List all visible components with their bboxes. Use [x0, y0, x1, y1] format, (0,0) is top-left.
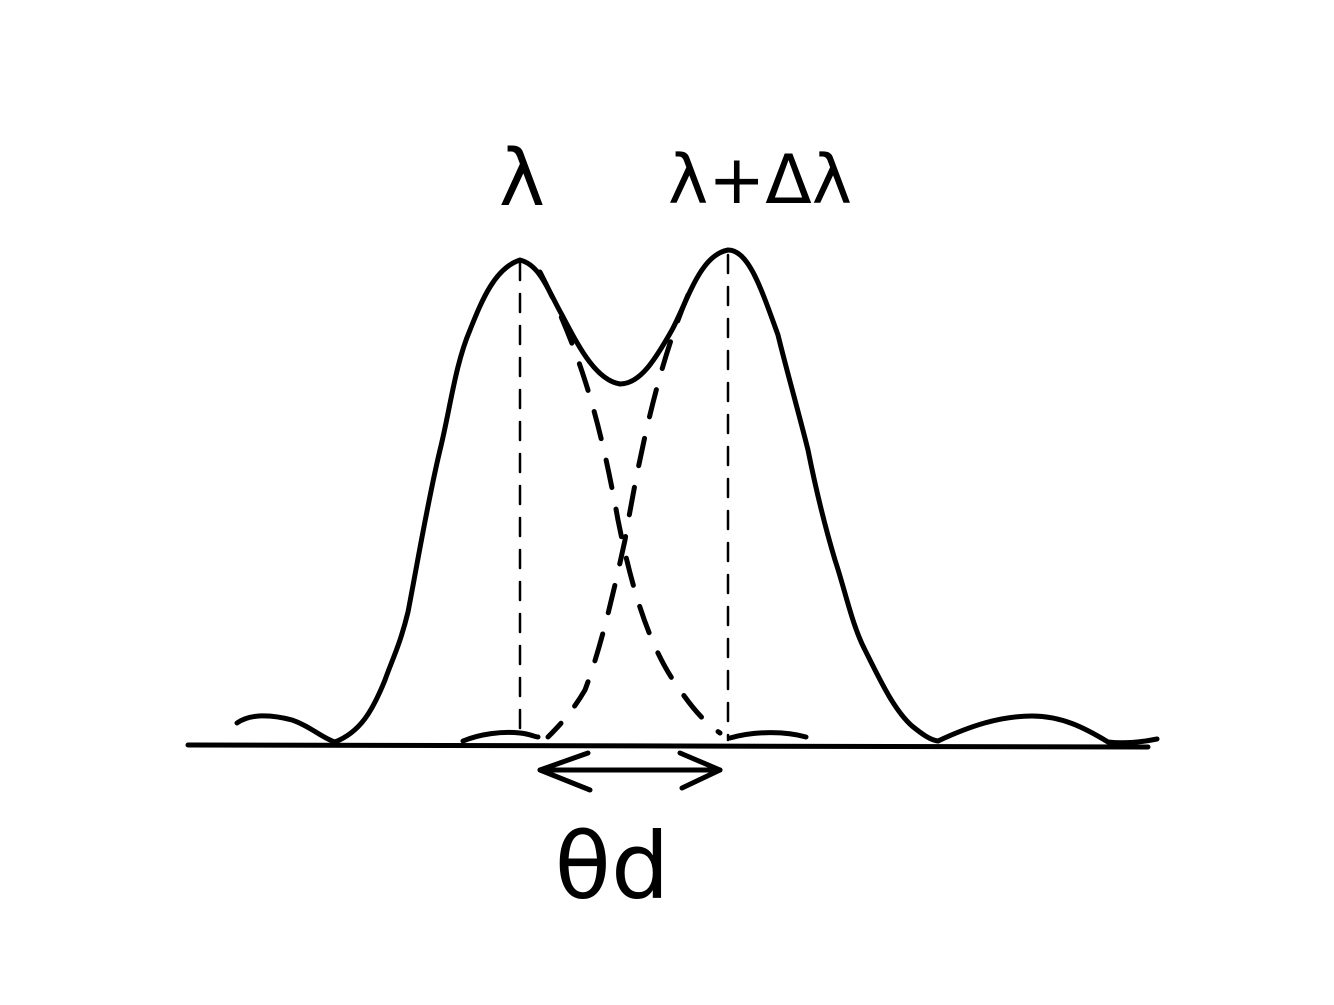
peak2-label: λ+Δλ: [668, 141, 852, 220]
dashed-curve-lambda: [537, 269, 723, 736]
dashed-curve-lambda-delta: [545, 292, 691, 740]
separation-label: θd: [555, 813, 670, 920]
peak1-label: λ: [499, 134, 545, 224]
center-left-lobe: [460, 729, 541, 744]
right-side-lobe: [935, 713, 1160, 746]
left-side-lobe: [234, 713, 338, 745]
separation-double-arrow: [537, 750, 723, 793]
baseline-axis: [185, 742, 1151, 750]
combined-intensity-curve: [332, 247, 941, 745]
center-right-lobe: [727, 730, 809, 741]
